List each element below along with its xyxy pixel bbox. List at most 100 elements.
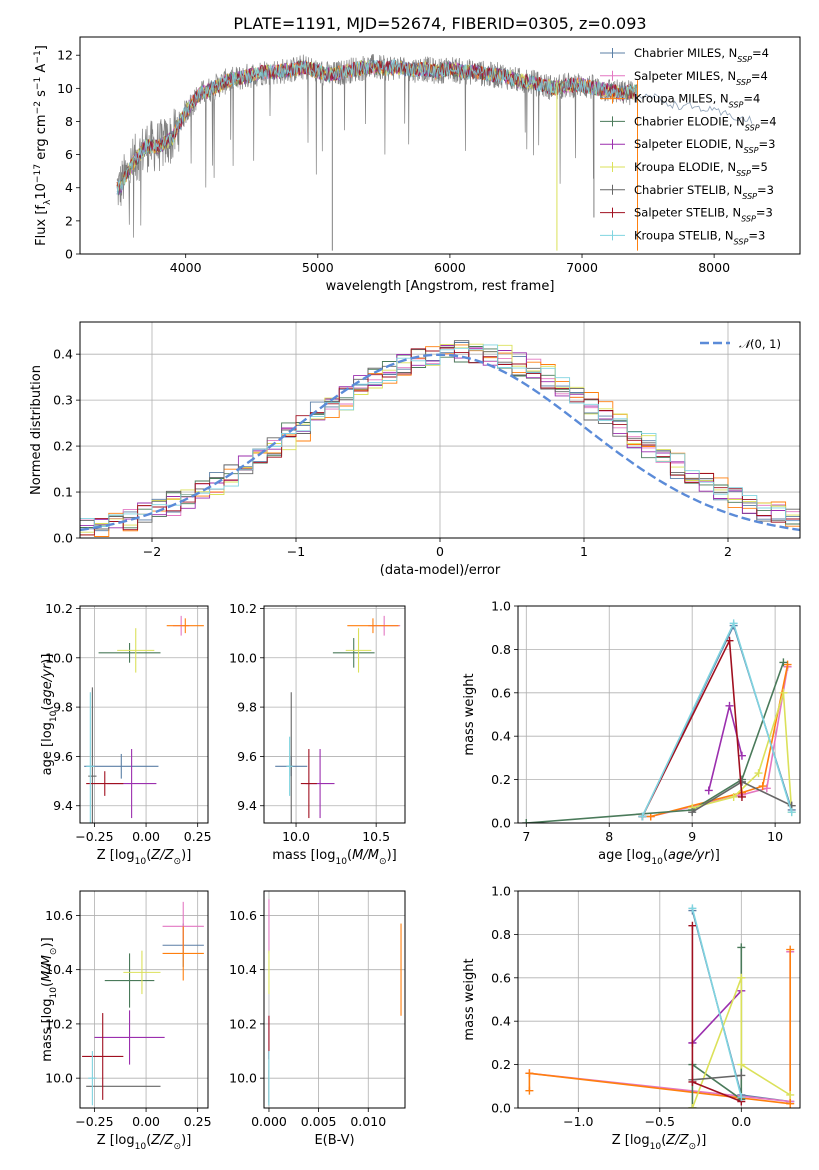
y-axis-label: mass weight (462, 958, 477, 1040)
y-tick-label-4: 8 (65, 114, 73, 129)
x-tick-label-1: 0.00 (132, 829, 160, 844)
axes-frame (517, 890, 801, 1109)
y-tick-label-3: 10.0 (45, 650, 73, 665)
axes-frame (517, 605, 801, 824)
x-axis-label: Z [log10(Z/Z⊙)] (612, 1133, 707, 1152)
y-tick-label-4: 0.8 (491, 642, 511, 657)
axes-frame (263, 890, 406, 1109)
weight-marker-6-0 (688, 808, 697, 817)
legend-label-1: Salpeter MILES, NSSP=4 (634, 69, 768, 87)
x-tick-label-0: 4000 (170, 260, 202, 275)
x-tick-label-1: 0.005 (301, 1114, 337, 1129)
weight-marker-7-2 (737, 792, 746, 801)
x-tick-label-1: 8 (605, 829, 613, 844)
x-tick-label-0: 0.000 (251, 1114, 287, 1129)
y-axis-label: mass [log10(M/M⊙)] (40, 937, 59, 1061)
x-axis-label: wavelength [Angstrom, rest frame] (326, 279, 555, 294)
error-bars (275, 615, 401, 823)
weight-vs-z-panel: −1.0 −0.5 0.0 0.0 0.2 0.4 0.6 0.8 1.0 Z [log10(Z/… (462, 884, 801, 1152)
weight-marker-6-1 (737, 777, 746, 786)
model-spectrum-6 (116, 59, 638, 196)
weight-series-3 (526, 662, 785, 823)
x-axis-label: (data-model)/error (380, 563, 501, 578)
y-tick-label-1: 9.6 (53, 749, 73, 764)
y-tick-label-1: 0.2 (491, 772, 511, 787)
age-vs-mass-panel: 10.0 10.5 9.4 9.6 9.8 10.0 10.2 mass [log10(M/M… (229, 601, 406, 867)
y-tick-label-0: 9.4 (237, 798, 257, 813)
y-axis-label: mass weight (462, 673, 477, 755)
legend-label-8: Kroupa STELIB, NSSP=3 (634, 228, 765, 246)
y-tick-label-3: 10.0 (229, 650, 257, 665)
x-tick-label-2: 0 (436, 544, 444, 559)
y-tick-label-0: 10.0 (229, 1071, 257, 1086)
x-tick-label-4: 2 (724, 544, 732, 559)
weight-lines (522, 619, 796, 823)
legend-label-6: Chabrier STELIB, NSSP=3 (634, 183, 774, 201)
plots-layer: 4000 5000 6000 7000 8000024681012wavelength … (29, 36, 801, 1152)
y-tick-label-0: 0 (65, 247, 73, 262)
model-spectrum-7 (116, 60, 638, 192)
weight-marker-7-1 (688, 1077, 697, 1086)
residual-histogram-8 (80, 344, 800, 529)
error-bars (84, 615, 204, 823)
y-tick-label-5: 1.0 (491, 599, 511, 614)
axes-frame (79, 321, 801, 539)
y-tick-label-2: 0.2 (53, 439, 73, 454)
weight-marker-5-0 (688, 1104, 697, 1108)
weight-marker-5-2 (737, 1060, 746, 1069)
y-tick-label-4: 10.2 (229, 601, 257, 616)
weight-marker-2-3 (783, 660, 792, 669)
axes-frame (79, 890, 209, 1109)
y-tick-label-5: 1.0 (491, 884, 511, 899)
y-tick-label-2: 9.8 (237, 700, 257, 715)
model-spectrum-4 (116, 59, 638, 195)
weight-marker-7-0 (688, 921, 697, 930)
weight-marker-2-3 (786, 945, 795, 954)
y-tick-label-5: 10 (57, 81, 73, 96)
legend: Chabrier MILES, NSSP=4 Salpeter MILES, NS… (600, 46, 777, 246)
model-spectrum-tail (634, 90, 753, 124)
weight-marker-1-2 (762, 784, 771, 793)
weight-series-1 (650, 666, 789, 818)
y-tick-label-1: 0.1 (53, 485, 73, 500)
x-axis-label: E(B-V) (314, 1133, 354, 1148)
y-tick-label-2: 4 (65, 180, 73, 195)
weight-marker-3-3 (779, 658, 788, 667)
weight-marker-3-0 (522, 819, 531, 823)
spectrum-lines (116, 54, 753, 251)
legend-label-4: Salpeter ELODIE, NSSP=3 (634, 137, 775, 155)
weight-vs-age-panel: 7 8 9 10 0.0 0.2 0.4 0.6 0.8 1.0 age [log10(age/yr… (462, 599, 801, 867)
weight-marker-2-2 (758, 782, 767, 791)
legend-label-0: Chabrier MILES, NSSP=4 (634, 46, 769, 64)
gaussian-curve (80, 353, 800, 532)
x-tick-label-1: 0.00 (132, 1114, 160, 1129)
error-bars (82, 901, 204, 1106)
x-tick-label-2: 9 (688, 829, 696, 844)
weight-series-2 (650, 664, 789, 818)
y-tick-label-6: 12 (57, 48, 73, 63)
mass-vs-ebv-panel: 0.000 0.005 0.010 10.0 10.2 10.4 10.6 E(B-V) (229, 890, 406, 1148)
gaussian-legend-label: 𝒩(0, 1) (739, 337, 781, 351)
weight-marker-5-3 (779, 688, 788, 697)
y-tick-label-1: 10.2 (45, 1016, 73, 1031)
y-tick-label-3: 0.6 (491, 970, 511, 985)
y-tick-label-0: 10.0 (45, 1071, 73, 1086)
y-tick-label-3: 0.3 (53, 393, 73, 408)
y-tick-label-0: 0.0 (53, 531, 73, 546)
weight-marker-2-0 (525, 1086, 534, 1095)
x-tick-label-0: 10.0 (282, 829, 310, 844)
y-tick-label-0: 9.4 (53, 798, 73, 813)
y-tick-label-0: 0.0 (491, 1101, 511, 1116)
y-tick-label-1: 10.2 (229, 1016, 257, 1031)
y-tick-label-2: 0.4 (491, 729, 511, 744)
weight-series-3 (691, 947, 743, 1108)
mass-vs-z-panel: −0.25 0.00 0.25 10.0 10.2 10.4 10.6 Z [log10(Z/… (40, 890, 212, 1152)
y-axis-label: age [log10(age/yr)] (40, 654, 59, 776)
model-spectrum-1 (116, 60, 638, 195)
x-tick-label-2: 6000 (434, 260, 466, 275)
error-bars (268, 899, 402, 1106)
weight-marker-8-1 (737, 1093, 746, 1102)
x-tick-label-2: 0.010 (350, 1114, 386, 1129)
x-axis-label: mass [log10(M/M⊙)] (272, 848, 396, 867)
